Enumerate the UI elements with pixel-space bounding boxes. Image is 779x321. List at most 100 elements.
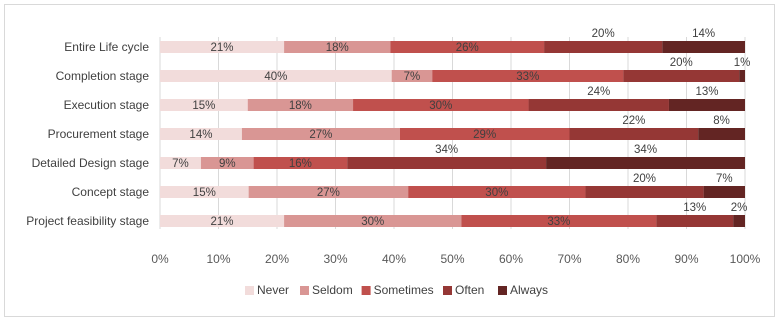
x-axis-ticks: 0% 10% 20% 30% 40% 50% 60% 70% 80% 90% 100% xyxy=(151,252,760,266)
bar-segment xyxy=(160,128,242,140)
data-label: 22% xyxy=(622,115,645,127)
data-label: 27% xyxy=(309,129,332,141)
category-label: Execution stage xyxy=(64,98,150,112)
data-label: 14% xyxy=(189,129,212,141)
x-tick-label: 50% xyxy=(440,252,464,266)
data-label: 24% xyxy=(587,86,610,98)
bar-segment xyxy=(585,186,704,198)
bar-segment xyxy=(461,215,657,227)
bar-segment xyxy=(662,41,745,53)
x-tick-label: 60% xyxy=(499,252,523,266)
data-label: 33% xyxy=(547,216,570,228)
data-label: 30% xyxy=(485,187,508,199)
bar-segment xyxy=(284,41,391,53)
legend-swatch xyxy=(443,286,452,295)
legend-label[interactable]: Never xyxy=(257,283,289,297)
x-tick-label: 10% xyxy=(206,252,230,266)
bar-segment xyxy=(668,99,745,111)
x-tick-label: 100% xyxy=(730,252,761,266)
legend-swatch xyxy=(361,286,371,295)
bar-segment xyxy=(733,215,745,227)
bar-segment xyxy=(248,186,409,198)
data-labels: 21% 18% 26% 20% 14% 40% 7% 33% 20% 1% 15% 18% 30% 24%… xyxy=(172,28,750,228)
bar-segment xyxy=(399,128,570,140)
bar-segment xyxy=(253,157,348,169)
category-label: Detailed Design stage xyxy=(32,156,150,170)
data-label: 9% xyxy=(219,158,236,170)
data-label: 30% xyxy=(429,100,452,112)
data-label: 21% xyxy=(211,42,234,54)
x-tick-label: 70% xyxy=(557,252,581,266)
legend-swatch xyxy=(498,286,507,295)
data-label: 13% xyxy=(695,86,718,98)
bar-segment xyxy=(623,70,740,82)
data-label: 26% xyxy=(456,42,479,54)
data-label: 8% xyxy=(713,115,730,127)
data-label: 7% xyxy=(404,71,421,83)
data-label: 7% xyxy=(172,158,189,170)
bar-segment xyxy=(390,41,545,53)
data-label: 15% xyxy=(192,100,215,112)
bar-segment xyxy=(544,41,663,53)
bar-segment xyxy=(160,186,249,198)
x-tick-label: 80% xyxy=(616,252,640,266)
data-label: 29% xyxy=(473,129,496,141)
bar-segment xyxy=(160,99,248,111)
legend-swatch xyxy=(300,286,309,295)
category-labels: Entire Life cycle Completion stage Executi… xyxy=(26,40,149,228)
data-label: 20% xyxy=(670,57,693,69)
x-tick-label: 0% xyxy=(151,252,169,266)
bar-segment xyxy=(160,41,285,53)
legend-label[interactable]: Seldom xyxy=(312,283,353,297)
legend-label[interactable]: Always xyxy=(510,283,548,297)
data-label: 18% xyxy=(289,100,312,112)
bar-segment xyxy=(656,215,734,227)
bar-segment xyxy=(698,128,745,140)
category-label: Project feasibility stage xyxy=(26,214,149,228)
data-label: 13% xyxy=(683,202,706,214)
data-label: 14% xyxy=(692,28,715,40)
data-label: 33% xyxy=(516,71,539,83)
bar-segment xyxy=(160,157,201,169)
category-label: Entire Life cycle xyxy=(64,40,149,54)
legend-label[interactable]: Often xyxy=(455,283,484,297)
data-label: 27% xyxy=(317,187,340,199)
data-label: 16% xyxy=(289,158,312,170)
data-label: 34% xyxy=(634,144,657,156)
data-label: 21% xyxy=(211,216,234,228)
bar-segment xyxy=(347,157,547,169)
legend-swatch xyxy=(245,286,254,295)
bar-segment xyxy=(160,215,285,227)
bar-segment xyxy=(247,99,354,111)
bar-segment xyxy=(432,70,624,82)
bar-segment xyxy=(391,70,433,82)
data-label: 18% xyxy=(326,42,349,54)
data-label: 34% xyxy=(435,144,458,156)
bar-segment xyxy=(739,70,745,82)
bar-segment xyxy=(528,99,669,111)
x-tick-label: 20% xyxy=(265,252,289,266)
category-label: Completion stage xyxy=(56,69,150,83)
data-label: 7% xyxy=(716,173,733,185)
data-label: 2% xyxy=(731,202,748,214)
data-label: 30% xyxy=(361,216,384,228)
bar-segment xyxy=(284,215,462,227)
category-label: Procurement stage xyxy=(48,127,150,141)
bar-segment xyxy=(200,157,254,169)
category-label: Concept stage xyxy=(72,185,150,199)
data-label: 20% xyxy=(592,28,615,40)
bar-segment xyxy=(703,186,745,198)
data-label: 40% xyxy=(264,71,287,83)
bar-segment xyxy=(160,70,392,82)
bar-segment xyxy=(569,128,699,140)
data-label: 15% xyxy=(193,187,216,199)
bar-segment xyxy=(408,186,586,198)
legend-label[interactable]: Sometimes xyxy=(374,283,434,297)
data-label: 1% xyxy=(734,57,751,69)
x-tick-label: 90% xyxy=(674,252,698,266)
bars xyxy=(160,41,745,227)
x-tick-label: 30% xyxy=(323,252,347,266)
legend[interactable]: Never Seldom Sometimes Often Always xyxy=(245,283,548,297)
bar-segment xyxy=(241,128,400,140)
